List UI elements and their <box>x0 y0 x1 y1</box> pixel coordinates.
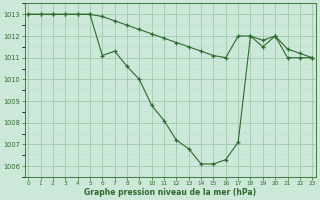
X-axis label: Graphe pression niveau de la mer (hPa): Graphe pression niveau de la mer (hPa) <box>84 188 256 197</box>
